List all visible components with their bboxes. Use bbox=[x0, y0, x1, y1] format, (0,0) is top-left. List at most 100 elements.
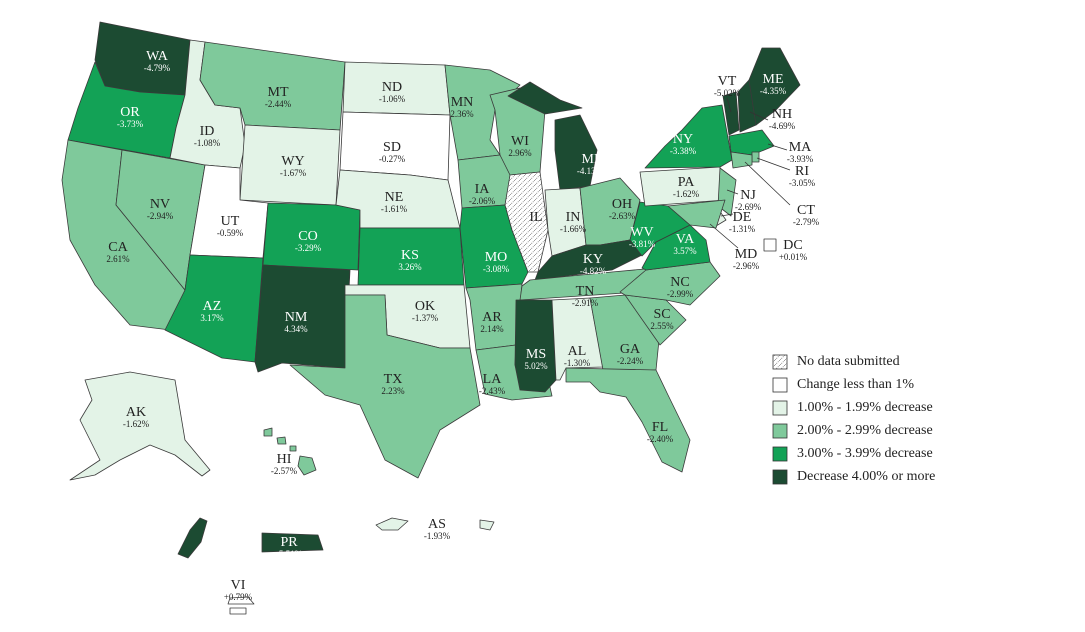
region-value-label: -3.81% bbox=[629, 239, 656, 249]
region-name: HI bbox=[277, 452, 292, 467]
region-name: AR bbox=[482, 310, 502, 325]
region-value-label: -2.40% bbox=[647, 434, 674, 444]
region-name: UT bbox=[221, 214, 240, 229]
region-value-label: -1.62% bbox=[123, 419, 150, 429]
region-name: MS bbox=[526, 347, 546, 362]
region bbox=[644, 104, 733, 169]
region-name: CT bbox=[797, 203, 815, 218]
region-value-label: 2.36% bbox=[450, 109, 474, 119]
leader-line bbox=[726, 189, 739, 195]
region-name: NM bbox=[285, 310, 308, 325]
region-value-label: -1.08% bbox=[194, 138, 221, 148]
region-name: GU bbox=[202, 537, 222, 552]
region-name: TX bbox=[384, 372, 403, 387]
region-value-label: -0.27% bbox=[379, 154, 406, 164]
region-value-label: -1.61% bbox=[381, 204, 408, 214]
region bbox=[289, 294, 481, 479]
region-value-label: 2.55% bbox=[650, 321, 674, 331]
region-value-label: -3.08% bbox=[483, 264, 510, 274]
region-name: AL bbox=[568, 344, 587, 359]
region-name: KY bbox=[583, 252, 603, 267]
region-value-label: -3.93% bbox=[787, 154, 814, 164]
legend-label: 2.00% - 2.99% decrease bbox=[797, 423, 933, 438]
region-name: ID bbox=[200, 124, 215, 139]
region-value-label: -5.02% bbox=[714, 88, 741, 98]
region-value-label: +0.79% bbox=[224, 592, 253, 602]
region-value-label: -2.06% bbox=[469, 196, 496, 206]
legend: No data submitted Change less than 1% 1.00… bbox=[772, 354, 935, 485]
legend-swatch bbox=[772, 423, 788, 439]
region-name: IN bbox=[566, 210, 581, 225]
region-value-label: 3.57% bbox=[673, 246, 697, 256]
region-value-label: 2.96% bbox=[508, 148, 532, 158]
region bbox=[262, 202, 361, 271]
region-name: ME bbox=[763, 72, 784, 87]
region-value-label: -4.69% bbox=[769, 121, 796, 131]
region-value-label: +0.01% bbox=[779, 252, 808, 262]
region-name: PA bbox=[678, 175, 696, 190]
region-name: KS bbox=[401, 248, 419, 263]
region-name: WV bbox=[630, 225, 653, 240]
region-value-label: -3.38% bbox=[670, 146, 697, 156]
region-name: IL bbox=[529, 210, 542, 225]
region-value-label: -1.66% bbox=[560, 224, 587, 234]
leader-line bbox=[744, 161, 791, 206]
region bbox=[728, 129, 775, 156]
region-name: MN bbox=[451, 95, 474, 110]
region-name: WY bbox=[281, 154, 304, 169]
region-value-label: -2.24% bbox=[617, 356, 644, 366]
region-value-label: -2.43% bbox=[479, 386, 506, 396]
region bbox=[565, 367, 691, 473]
region bbox=[177, 517, 208, 559]
region-name: AS bbox=[428, 517, 446, 532]
region-value-label: -1.62% bbox=[673, 189, 700, 199]
region-name: SC bbox=[653, 307, 670, 322]
region bbox=[263, 427, 317, 476]
region-name: NH bbox=[772, 107, 792, 122]
region-value-label: 2.61% bbox=[106, 254, 130, 264]
region-value-label: -4.13% bbox=[577, 166, 604, 176]
leader-line bbox=[726, 97, 732, 113]
region-value-label: -3.73% bbox=[117, 119, 144, 129]
region-value-label: -0.59% bbox=[217, 228, 244, 238]
region-name: OK bbox=[415, 299, 435, 314]
legend-swatch bbox=[772, 469, 788, 485]
region-name: MA bbox=[789, 140, 812, 155]
region-value-label: -1.31% bbox=[729, 224, 756, 234]
region-name: NV bbox=[150, 197, 170, 212]
region-value-label: -2.44% bbox=[265, 99, 292, 109]
region-value-label: -2.96% bbox=[733, 261, 760, 271]
region-name: VA bbox=[676, 232, 695, 247]
region-name: DC bbox=[783, 238, 802, 253]
region-name: NJ bbox=[740, 188, 756, 203]
region-name: PR bbox=[280, 535, 298, 550]
region-name: GA bbox=[620, 342, 641, 357]
labels: WA-4.79% OR-3.73% CA2.61% NV-2.94% ID-1.08% M… bbox=[106, 49, 819, 602]
region-name: MD bbox=[735, 247, 758, 262]
region-value-label: 2.23% bbox=[381, 386, 405, 396]
region-name: VI bbox=[231, 578, 246, 593]
region bbox=[254, 264, 351, 373]
region-name: SD bbox=[383, 140, 401, 155]
region-value-label: -2.91% bbox=[572, 298, 599, 308]
region-name: NE bbox=[385, 190, 404, 205]
region bbox=[751, 151, 760, 163]
region-value-label: -1.93% bbox=[424, 531, 451, 541]
region-name: FL bbox=[652, 420, 668, 435]
region-value-label: -2.94% bbox=[147, 211, 174, 221]
region-value-label: 4.34% bbox=[284, 324, 308, 334]
legend-label: No data submitted bbox=[797, 354, 900, 369]
region-value-label: -2.69% bbox=[735, 202, 762, 212]
region bbox=[514, 299, 557, 393]
legend-swatch bbox=[772, 354, 788, 370]
region-value-label: 5.02% bbox=[524, 361, 548, 371]
legend-label: Decrease 4.00% or more bbox=[797, 469, 935, 484]
region bbox=[763, 238, 777, 252]
region-name: MI bbox=[581, 152, 598, 167]
region-name: WA bbox=[146, 49, 169, 64]
region bbox=[748, 47, 801, 126]
region-name: RI bbox=[795, 164, 809, 179]
region-value-label: 2.14% bbox=[480, 324, 504, 334]
legend-swatch bbox=[772, 400, 788, 416]
